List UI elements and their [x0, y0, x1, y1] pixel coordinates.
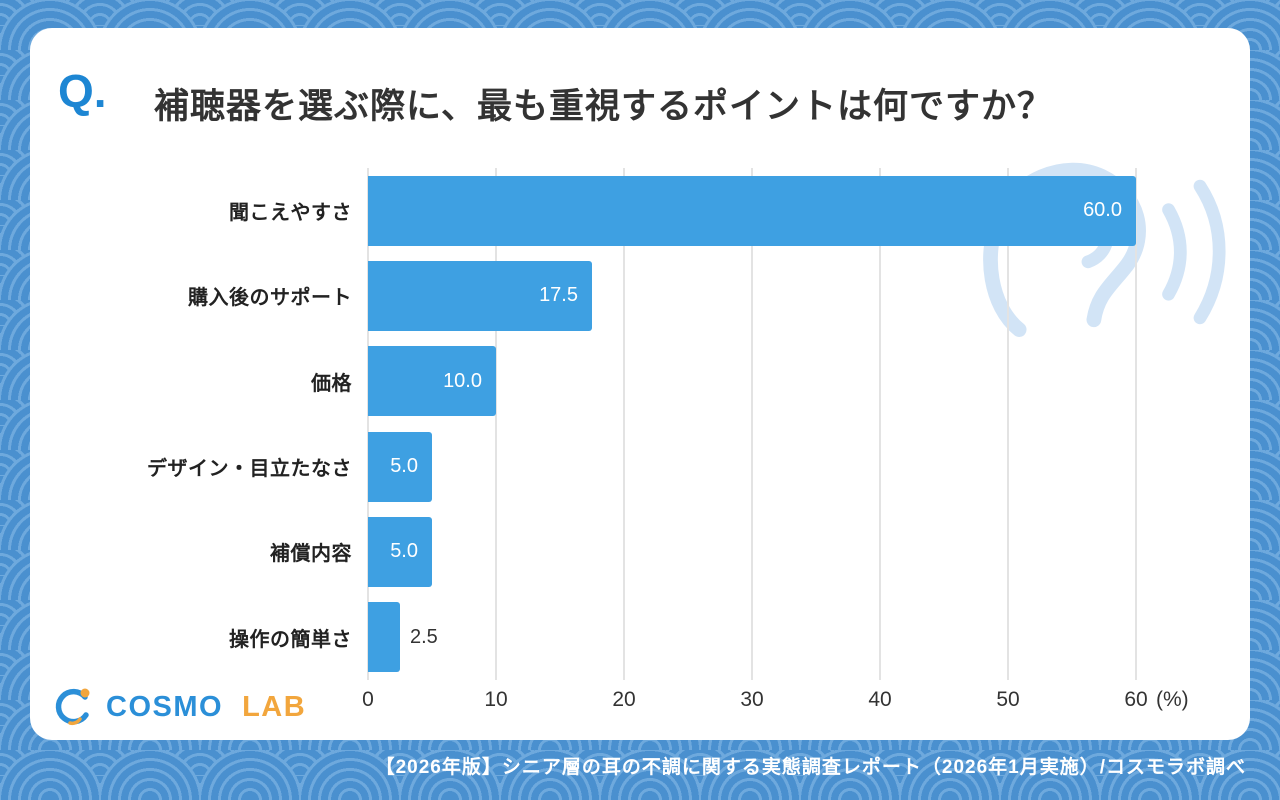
x-tick-label: 60 [1124, 688, 1148, 711]
x-tick-label: 10 [484, 688, 508, 711]
value-label: 10.0 [443, 369, 482, 392]
category-label: 操作の簡単さ [229, 628, 352, 651]
cosmo-lab-logo-icon [55, 688, 90, 726]
value-label: 5.0 [390, 455, 418, 478]
sound-wave-icon [1193, 179, 1226, 325]
cosmo-lab-logo: COSMO LAB [50, 684, 306, 730]
gridline [751, 168, 753, 680]
bar: 5.0 [368, 431, 432, 502]
category-labels: 聞こえやすさ購入後のサポート価格デザイン・目立たなさ補償内容操作の簡単さ [30, 168, 352, 680]
value-label: 17.5 [539, 284, 578, 307]
value-label: 60.0 [1083, 199, 1122, 222]
question-prefix: Q. [58, 65, 107, 117]
value-label: 5.0 [390, 540, 418, 563]
logo-text-lab: LAB [242, 690, 307, 723]
gridline [623, 168, 625, 680]
bar-row: 5.0 [368, 509, 1136, 594]
bar-row: 5.0 [368, 424, 1136, 509]
category-label: 聞こえやすさ [229, 202, 352, 225]
sound-wave-icon [1162, 203, 1187, 301]
gridline [1135, 168, 1137, 680]
bar: 60.0 [368, 175, 1136, 246]
gridline [879, 168, 881, 680]
x-axis-unit: (%) [1156, 688, 1189, 711]
bar-row: 2.5 [368, 595, 1136, 680]
category-label: 補償内容 [270, 543, 352, 566]
gridline [1007, 168, 1009, 680]
category-label: 購入後のサポート [188, 287, 352, 310]
x-tick-label: 30 [740, 688, 764, 711]
bar: 17.5 [368, 260, 592, 331]
gridline [495, 168, 497, 680]
category-label: 価格 [311, 372, 352, 395]
x-axis-ticks: 0 10 20 30 40 50 60 [362, 688, 1148, 714]
footer-text: 【2026年版】シニア層の耳の不調に関する実態調査レポート（2026年1月実施）… [375, 757, 1246, 778]
bar-row: 17.5 [368, 253, 1136, 338]
bar: 5.0 [368, 516, 432, 587]
bar-row: 60.0 [368, 168, 1136, 253]
x-tick-label: 20 [612, 688, 636, 711]
bar-row: 10.0 [368, 339, 1136, 424]
gridline [367, 168, 369, 680]
value-label: 2.5 [410, 625, 438, 648]
category-label: デザイン・目立たなさ [147, 458, 352, 481]
x-tick-label: 50 [996, 688, 1020, 711]
bar: 10.0 [368, 346, 496, 417]
plot-area: 60.0 17.5 10.0 5.0 5.0 2.5 [367, 168, 1137, 680]
x-tick-label: 0 [362, 688, 374, 711]
question-title: 補聴器を選ぶ際に、最も重視するポイントは何ですか？ [154, 87, 1053, 126]
logo-text-cosmo: COSMO [106, 690, 224, 723]
x-tick-label: 40 [868, 688, 892, 711]
chart-card: Q. 補聴器を選ぶ際に、最も重視するポイントは何ですか？ 聞こえやすさ購入後のサ… [30, 28, 1250, 740]
bar [368, 602, 400, 673]
